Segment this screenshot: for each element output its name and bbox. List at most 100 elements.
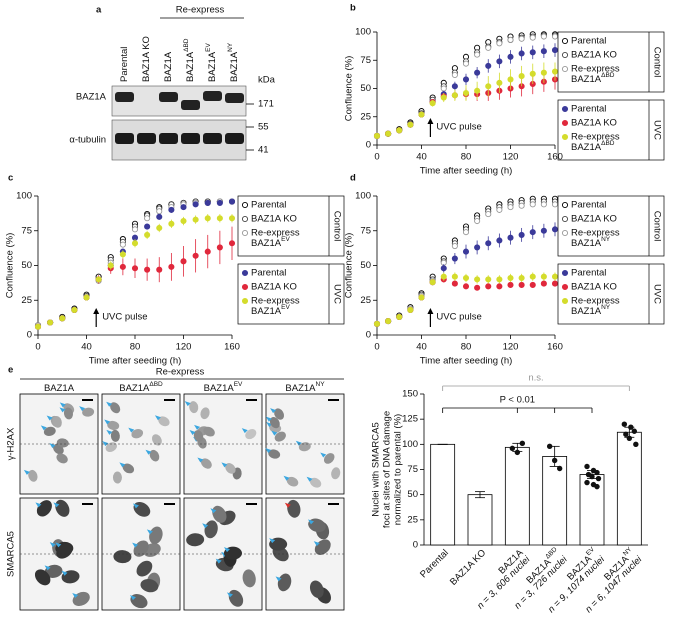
data-point <box>204 248 211 255</box>
legend-marker <box>241 201 249 209</box>
focus-arrowhead <box>275 576 282 582</box>
replicate-point <box>631 428 638 434</box>
focus-arrowhead <box>49 443 56 449</box>
nucleus <box>274 408 285 420</box>
data-point <box>496 283 503 290</box>
label-superscript: ΔBD <box>601 72 615 79</box>
data-point <box>119 251 126 258</box>
data-point <box>496 237 503 244</box>
y-tick-label: 25 <box>407 514 418 525</box>
data-point <box>485 83 492 90</box>
label: BAZ1A <box>163 51 174 82</box>
y-tick-label: 50 <box>21 260 32 271</box>
nucleus <box>212 505 227 523</box>
replicate-point <box>584 463 590 470</box>
legend-group-label: UVC <box>651 284 662 304</box>
bar <box>504 446 530 546</box>
focus-arrowhead <box>210 508 217 514</box>
blot-strip <box>111 85 247 117</box>
label-text: BAZ1A <box>44 383 75 394</box>
label: BAZ1AΔBD <box>571 140 615 152</box>
label-superscript: NY <box>227 42 234 52</box>
bar <box>430 443 456 546</box>
y-tick-label: 100 <box>16 191 32 202</box>
focus-arrowhead <box>320 452 327 458</box>
focus-arrowhead <box>40 425 47 431</box>
data-point <box>496 58 503 65</box>
data-point <box>168 220 175 227</box>
nucleus <box>140 578 159 593</box>
blot-band <box>225 133 244 144</box>
data-point <box>462 76 470 83</box>
data-point <box>485 276 492 283</box>
legend-box <box>557 195 665 257</box>
data-point <box>396 313 403 320</box>
legend-label: Re-express <box>251 228 300 239</box>
blot-strip <box>111 119 247 161</box>
label-superscript: EV <box>205 43 212 52</box>
legend-label: Parental <box>571 36 606 47</box>
legend-group-label: Control <box>331 211 342 242</box>
data-point <box>440 265 447 272</box>
row-label: α-tubulin <box>69 135 106 146</box>
data-point <box>496 206 503 213</box>
legend-label: BAZ1A KO <box>251 282 297 293</box>
data-point <box>474 87 481 94</box>
y-tick-label: 100 <box>355 191 371 202</box>
label-text: BAZ1A <box>571 238 602 249</box>
label-text: BAZ1A <box>163 51 174 82</box>
data-point <box>485 62 492 69</box>
data-point <box>529 49 536 56</box>
data-point <box>107 262 114 269</box>
data-point <box>462 248 470 255</box>
y-tick-label: 0 <box>413 540 418 551</box>
y-tick-label: 0 <box>366 330 371 341</box>
x-tick-label: 0 <box>374 152 379 163</box>
data-point <box>156 208 163 215</box>
bar <box>616 431 642 546</box>
legend-label: Re-express <box>251 296 300 307</box>
legend-group-label: UVC <box>331 284 342 304</box>
data-point <box>485 211 492 218</box>
legend-marker <box>561 229 569 237</box>
legend-marker <box>561 215 569 223</box>
data-point <box>551 33 559 40</box>
unit-label: kDa <box>258 75 276 86</box>
data-point <box>131 265 139 272</box>
focus-arrowhead <box>307 519 314 525</box>
data-point <box>34 323 42 330</box>
data-point <box>47 319 54 326</box>
data-point <box>540 33 547 40</box>
replicate-point <box>594 469 600 476</box>
nucleus <box>149 449 160 462</box>
nucleus <box>298 442 311 452</box>
x-tick-label: 160 <box>224 342 240 353</box>
focus-arrowhead <box>46 415 53 421</box>
label-text: Parental <box>418 547 451 580</box>
blot-band <box>115 92 134 102</box>
x-axis-title: Time after seeding (h) <box>89 356 182 367</box>
x-axis-title: Time after seeding (h) <box>420 356 513 367</box>
data-point <box>529 201 536 208</box>
replicate-point <box>519 440 526 447</box>
legend-marker <box>241 215 249 223</box>
label-text: Parental <box>119 47 130 82</box>
label-superscript: EV <box>585 546 597 558</box>
label: Parental <box>418 547 451 580</box>
data-point <box>385 130 392 137</box>
legend-group-label: Control <box>651 211 662 242</box>
legend-label: Re-express <box>571 64 620 75</box>
data-point <box>496 79 503 86</box>
nucleus <box>107 420 120 431</box>
focus-arrowhead <box>145 449 152 455</box>
replicate-point <box>633 441 639 448</box>
focus-arrowhead <box>49 542 56 548</box>
replicate-point <box>556 465 563 472</box>
data-point <box>144 215 151 222</box>
nucleus <box>204 520 218 539</box>
focus-arrowhead <box>284 502 291 508</box>
focus-arrowhead <box>104 419 111 425</box>
data-point <box>429 100 436 107</box>
focus-arrowhead <box>215 558 222 564</box>
marker-label: 55 <box>258 122 269 133</box>
